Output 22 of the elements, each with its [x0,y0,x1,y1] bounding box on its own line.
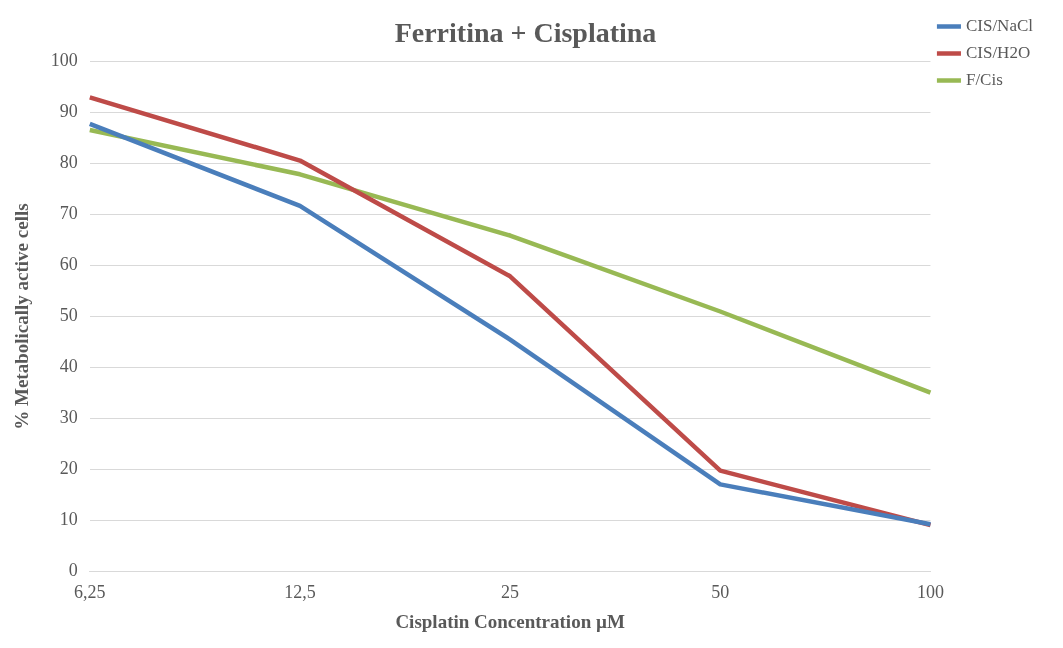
y-tick-label: 100 [50,50,78,71]
x-axis-title: Cisplatin Concentration µM [395,610,625,632]
legend-label: CIS/H2O [965,42,1031,62]
x-tick-label: 25 [501,582,520,603]
y-tick-label: 40 [59,356,78,377]
chart-title: Ferritina + Cisplatina [394,17,657,49]
y-tick-label: 10 [59,509,78,530]
legend-label: CIS/NaCl [965,15,1034,35]
x-tick-label: 6,25 [74,582,106,603]
y-tick-label: 90 [59,101,78,122]
legend-label: F/Cis [965,69,1003,89]
y-tick-label: 0 [68,560,78,581]
y-tick-label: 60 [59,254,78,275]
y-tick-label: 20 [59,458,78,479]
x-tick-label: 50 [711,582,730,603]
y-axis-title: % Metabolically active cells [11,203,33,430]
y-tick-label: 30 [59,407,78,428]
y-tick-label: 80 [59,152,78,173]
y-tick-label: 70 [59,203,78,224]
x-tick-label: 12,5 [284,582,316,603]
y-tick-label: 50 [59,305,78,326]
x-tick-label: 100 [916,582,944,603]
